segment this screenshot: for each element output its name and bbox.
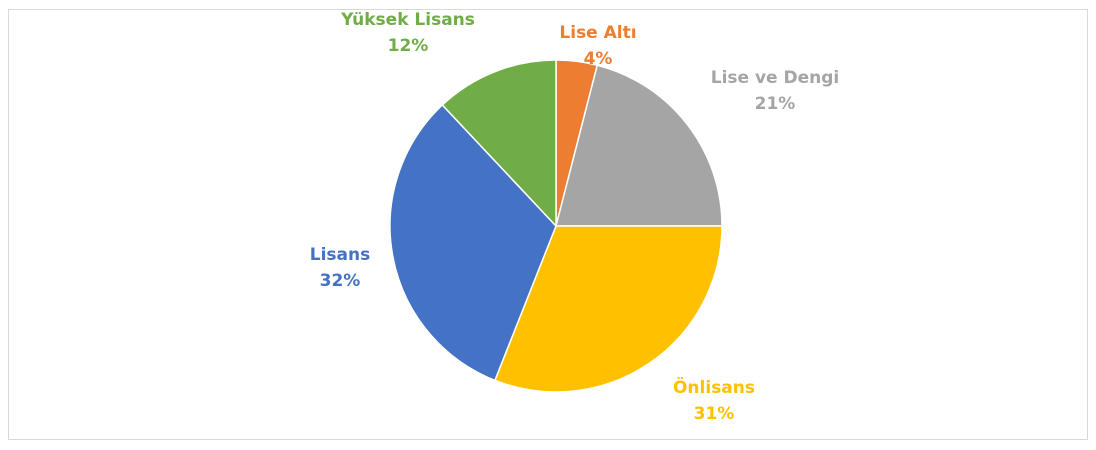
pie-slice <box>555 64 723 227</box>
pie-slice <box>493 225 723 393</box>
slice-value-label: 12% <box>388 36 429 56</box>
pie-slice <box>441 59 557 228</box>
slice-category-label: Lise ve Dengi <box>711 68 840 88</box>
slice-category-label: Lisans <box>310 245 370 265</box>
slice-category-label: Yüksek Lisans <box>340 10 475 30</box>
slice-value-label: 4% <box>584 49 613 69</box>
slice-value-label: 21% <box>755 94 796 114</box>
slice-value-label: 32% <box>320 271 361 291</box>
pie-slice <box>389 103 557 382</box>
slice-value-label: 31% <box>694 404 735 424</box>
slice-category-label: Önlisans <box>673 376 755 398</box>
slice-category-label: Lise Altı <box>559 23 636 43</box>
